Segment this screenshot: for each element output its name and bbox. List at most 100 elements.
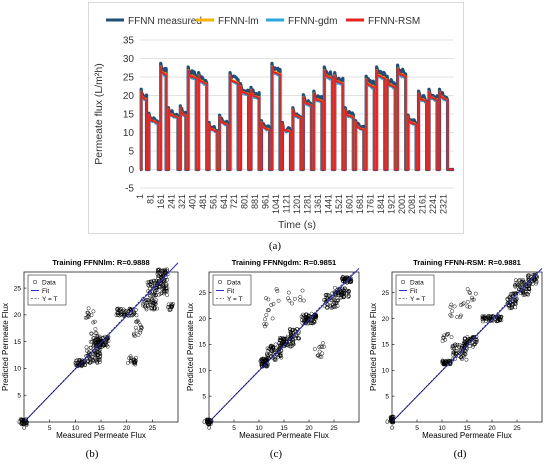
data-point — [91, 358, 96, 363]
data-point — [152, 307, 156, 312]
data-point — [341, 294, 346, 299]
x-tick-label: 801 — [240, 194, 250, 209]
data-point — [133, 358, 138, 363]
data-point — [443, 337, 448, 342]
data-point — [259, 363, 264, 368]
data-point — [473, 291, 478, 296]
data-point — [135, 318, 140, 323]
data-point — [170, 303, 175, 308]
data-point — [450, 346, 455, 351]
data-point — [463, 339, 467, 344]
x-tick-label: 1681 — [355, 194, 365, 214]
data-point — [263, 324, 267, 329]
data-point — [160, 272, 165, 277]
data-point — [134, 319, 139, 324]
data-point — [90, 339, 95, 344]
data-point — [518, 283, 523, 288]
data-point — [266, 348, 271, 353]
data-point — [145, 303, 150, 307]
data-point — [267, 346, 272, 351]
legend-label: FFNN-RSM — [368, 16, 420, 27]
data-point — [530, 276, 535, 281]
data-point — [93, 341, 98, 346]
data-point — [520, 282, 525, 287]
x-axis-label: Measured Permeate Flux — [239, 431, 329, 440]
y-tick-label: 10 — [14, 366, 22, 373]
y-tick-label: 25 — [199, 290, 207, 297]
x-tick-label: 1441 — [323, 194, 333, 214]
data-point — [513, 278, 518, 283]
y-tick-label: 0 — [202, 419, 206, 426]
data-point — [154, 286, 159, 291]
data-point — [146, 298, 151, 303]
y-tick-label: 20 — [199, 316, 207, 323]
data-point — [320, 341, 325, 345]
data-point — [336, 293, 341, 297]
x-tick-label: 15 — [97, 425, 105, 432]
data-point — [120, 312, 125, 317]
data-point — [340, 276, 344, 281]
data-point — [145, 280, 150, 285]
data-point — [263, 358, 268, 363]
data-point — [263, 362, 268, 366]
data-point — [527, 286, 531, 291]
data-point — [97, 360, 102, 365]
data-point — [509, 306, 514, 310]
data-point — [453, 353, 458, 358]
data-point — [486, 314, 491, 319]
x-tick-label: 1521 — [334, 194, 344, 214]
chart-c: Training FFNNgdm: R=0.9851 0 5 10 15 20 25 0 5 10… — [185, 254, 367, 440]
data-point — [514, 297, 519, 302]
data-point — [467, 304, 472, 309]
y-tick-label: 5 — [202, 393, 206, 400]
data-point — [263, 317, 267, 322]
data-point — [98, 345, 102, 350]
data-point — [133, 325, 138, 330]
data-point — [493, 316, 498, 321]
data-point — [339, 295, 344, 300]
x-axis-label: Time (s) — [278, 219, 316, 231]
data-point — [445, 358, 450, 363]
data-point — [159, 275, 164, 280]
data-point — [461, 354, 466, 359]
data-point — [454, 351, 459, 356]
x-tick-label: 10 — [72, 425, 80, 432]
data-point — [460, 357, 464, 361]
data-point — [510, 302, 514, 307]
y-tick-label: 10 — [382, 367, 390, 374]
data-point — [164, 286, 169, 291]
data-point — [148, 280, 153, 285]
data-point — [146, 289, 151, 294]
legend-label: FFNN-gdm — [288, 16, 337, 27]
data-point — [138, 323, 143, 327]
data-point — [264, 313, 269, 317]
legend-marker-data — [217, 279, 223, 285]
data-point — [132, 311, 137, 316]
data-point — [326, 292, 330, 297]
data-point — [158, 271, 163, 276]
x-tick-label: 25 — [513, 425, 521, 432]
data-point — [440, 358, 445, 363]
data-point — [265, 346, 270, 351]
data-point — [338, 290, 343, 295]
data-point — [133, 362, 138, 367]
data-point — [147, 280, 152, 284]
data-point — [269, 302, 274, 307]
data-point — [459, 355, 464, 360]
data-point — [310, 320, 315, 325]
data-point — [303, 321, 308, 326]
data-point — [496, 313, 501, 318]
data-point — [155, 306, 159, 311]
data-point — [449, 359, 454, 363]
x-tick-label: 1361 — [313, 194, 323, 214]
data-point — [144, 307, 149, 312]
data-point — [470, 297, 475, 302]
data-point — [510, 291, 515, 296]
data-point — [97, 334, 102, 339]
data-point — [150, 302, 155, 307]
data-point — [522, 291, 527, 296]
data-point — [277, 338, 282, 343]
x-tick-label: 1 — [135, 194, 145, 199]
data-point — [158, 291, 163, 296]
data-point — [93, 358, 98, 363]
